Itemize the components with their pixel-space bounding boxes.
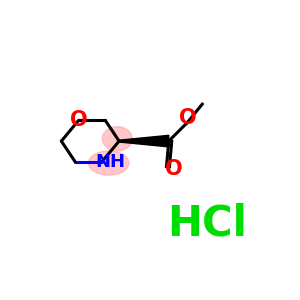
- Text: O: O: [70, 110, 88, 130]
- Text: HCl: HCl: [167, 202, 247, 244]
- Ellipse shape: [88, 151, 129, 175]
- Text: NH: NH: [96, 153, 126, 171]
- Ellipse shape: [102, 127, 132, 151]
- Text: O: O: [165, 159, 182, 179]
- Text: O: O: [179, 109, 197, 128]
- Polygon shape: [119, 135, 169, 147]
